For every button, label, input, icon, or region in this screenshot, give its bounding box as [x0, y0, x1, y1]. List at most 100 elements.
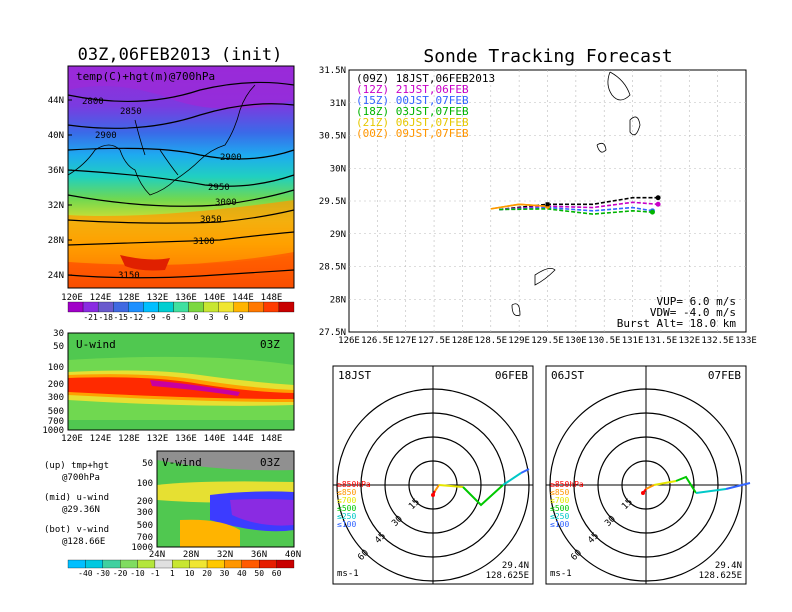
colorbar-label: -18: [98, 313, 113, 322]
colorbar-label: 3: [209, 313, 214, 322]
legend-entry: (21Z) 06JST,07FEB: [356, 116, 469, 129]
contour-label: 3150: [118, 271, 140, 281]
hodo-wind-segment: [520, 468, 530, 474]
v-wind-label: V-wind: [162, 456, 202, 469]
hodo-unit: ms-1: [550, 569, 572, 579]
lon-tick-label: 140E: [204, 434, 226, 444]
hodo-lat: 29.4N: [502, 561, 529, 571]
colorbar-label: 9: [239, 313, 244, 322]
contour-label: 3050: [200, 215, 222, 225]
contour-label: 3100: [193, 237, 215, 247]
colorbar-swatch: [188, 301, 204, 313]
sonde-map: [348, 69, 747, 333]
p-tick-label: 1000: [131, 543, 153, 553]
hodo-level-label: ≤500: [337, 504, 356, 513]
hodo-start-point: [431, 493, 435, 497]
hodo-wind-segment: [434, 484, 440, 492]
lon-tick-label: 129.5E: [531, 336, 564, 346]
track-end-point: [649, 209, 655, 215]
hodo-level-label: ≤700: [337, 496, 356, 505]
colorbar-swatch: [154, 559, 173, 569]
map-lat-ticks: 44N 40N 36N 32N 28N 24N: [48, 96, 72, 281]
lat-tick-label: 40N: [285, 550, 301, 560]
lon-tick-label: 129E: [508, 336, 530, 346]
colorbar-swatch: [97, 301, 114, 313]
lon-tick-label: 124E: [90, 293, 112, 303]
lon-tick-label: 132E: [678, 336, 700, 346]
colorbar-label: 20: [202, 569, 212, 578]
u-wind-label: U-wind: [76, 338, 116, 351]
contour-label: 2950: [208, 183, 230, 193]
colorbar-label: -6: [161, 313, 171, 322]
colorbar-label: -21: [83, 313, 98, 322]
p-tick-label: 200: [137, 497, 153, 507]
legend-entry: (12Z) 21JST,06FEB: [356, 83, 469, 96]
lat-tick-label: 27.5N: [319, 328, 346, 338]
temp-colorbar: -21 -18 -15 -12 -9 -6 -3 0 3 6 9: [67, 301, 295, 322]
lon-tick-label: 128.5E: [475, 336, 508, 346]
colorbar-label: 10: [185, 569, 195, 578]
colorbar-swatch: [102, 559, 121, 569]
p-tick-label: 100: [48, 363, 64, 373]
vup-text: VUP= 6.0 m/s: [657, 295, 736, 308]
colorbar-label: -10: [130, 569, 145, 578]
colorbar-swatch: [276, 559, 295, 569]
colorbar-swatch: [218, 301, 234, 313]
v-wind-colorbar: -40 -30 -20 -10 -1 1 10 20 30 40 50 60: [67, 559, 295, 578]
colorbar-label: 60: [272, 569, 282, 578]
colorbar-label: 30: [220, 569, 230, 578]
lon-tick-label: 136E: [175, 434, 197, 444]
hodo-wind-segment: [502, 472, 522, 486]
hodo-wind-segment: [462, 484, 504, 507]
note-up2: @700hPa: [62, 473, 100, 483]
hodo-lon: 128.625E: [486, 571, 529, 581]
hodo-date: 06FEB: [495, 369, 528, 382]
hodo-level-label: ≤250: [550, 512, 569, 521]
lon-tick-label: 130.5E: [588, 336, 621, 346]
p-tick-label: 300: [48, 393, 64, 403]
colorbar-label: -1: [150, 569, 160, 578]
hodo-wind-segment: [675, 475, 697, 494]
hodo-level-label: ≤250: [337, 512, 356, 521]
hodo-lat: 29.4N: [715, 561, 742, 571]
track-line: [499, 196, 659, 211]
colorbar-swatch: [158, 301, 174, 313]
contour-label: 2800: [82, 97, 104, 107]
p-tick-label: 30: [53, 329, 64, 339]
sonde-legend: (09Z) 18JST,06FEB2013(12Z) 21JST,06FEB(1…: [356, 72, 495, 140]
lon-tick-label: 148E: [261, 434, 283, 444]
lon-tick-label: 126.5E: [361, 336, 394, 346]
colorbar-label: 40: [237, 569, 247, 578]
lon-tick-label: 120E: [61, 434, 83, 444]
hodo-wind-segment: [438, 484, 464, 488]
lat-tick-label: 24N: [149, 550, 165, 560]
colorbar-swatch: [137, 559, 156, 569]
hodo-time: 06JST: [551, 369, 584, 382]
colorbar-swatch: [67, 301, 84, 313]
p-tick-label: 500: [137, 521, 153, 531]
lon-tick-label: 140E: [204, 293, 226, 303]
hodo-level-label: ≤700: [550, 496, 569, 505]
lon-tick-label: 132E: [147, 293, 169, 303]
temp-map: [67, 65, 295, 289]
colorbar-label: -12: [129, 313, 144, 322]
hodo-level-label: ≤500: [550, 504, 569, 513]
v-wind-lat-ticks: 24N 28N 32N 36N 40N: [149, 550, 301, 560]
colorbar-swatch: [67, 559, 86, 569]
legend-entry: (15Z) 00JST,07FEB: [356, 94, 469, 107]
track-line: [490, 203, 548, 210]
lat-tick-label: 32N: [217, 550, 233, 560]
lat-tick-label: 44N: [48, 96, 64, 106]
p-tick-label: 200: [48, 380, 64, 390]
lon-tick-label: 131.5E: [645, 336, 678, 346]
legend-entry: (18Z) 03JST,07FEB: [356, 105, 469, 118]
colorbar-swatch: [82, 301, 99, 313]
lon-tick-label: 132.5E: [701, 336, 734, 346]
p-tick-label: 300: [137, 508, 153, 518]
lon-tick-label: 120E: [61, 293, 83, 303]
map-title: 03Z,06FEB2013 (init): [78, 45, 283, 65]
colorbar-swatch: [278, 301, 295, 313]
colorbar-label: 50: [254, 569, 264, 578]
colorbar-swatch: [143, 301, 159, 313]
